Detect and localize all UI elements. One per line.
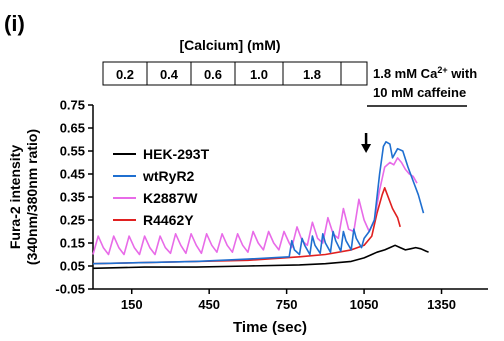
y-tick-label: 0.55 — [60, 144, 85, 159]
y-axis-label-line1: Fura-2 intensity — [7, 145, 23, 249]
legend-label: wtRyR2 — [142, 168, 195, 184]
y-tick-label: 0.35 — [60, 190, 85, 205]
y-tick-label: 0.25 — [60, 213, 85, 228]
caffeine-label-post: with — [448, 66, 478, 81]
calcium-box-label: 1.8 — [303, 67, 321, 82]
x-tick-label: 450 — [198, 297, 220, 312]
x-axis-ticks: 150 450 750 1050 1350 — [121, 289, 456, 312]
series-layer — [92, 141, 429, 270]
caffeine-label-line1: 1.8 mM Ca2+ with — [373, 65, 477, 81]
caffeine-label-sup: 2+ — [437, 65, 447, 75]
legend-label: HEK-293T — [143, 146, 210, 162]
calcium-box-label: 0.4 — [160, 67, 179, 82]
calcium-box-label: 0.6 — [204, 67, 222, 82]
x-tick-label: 1350 — [427, 297, 456, 312]
series-line-hek-293t — [92, 244, 429, 270]
calcium-header: [Calcium] (mM) — [179, 37, 280, 53]
y-axis-ticks: -0.05 0.05 0.15 0.25 0.35 0.45 0.55 0.65 0.75 — [55, 98, 93, 297]
calcium-boxes: 0.2 0.4 0.6 1.0 1.8 — [116, 62, 342, 85]
x-axis-label: Time (sec) — [233, 319, 307, 336]
y-axis-label-line2: (340nm/380nm ratio) — [24, 129, 40, 265]
y-tick-label: 0.45 — [60, 167, 85, 182]
x-tick-label: 750 — [276, 297, 298, 312]
y-tick-label: 0.65 — [60, 121, 85, 136]
legend-label: K2887W — [143, 190, 198, 206]
y-tick-label: 0.15 — [60, 236, 85, 251]
calcium-box-label: 0.2 — [116, 67, 134, 82]
x-tick-label: 1050 — [350, 297, 379, 312]
y-tick-label: 0.75 — [60, 98, 85, 113]
x-tick-label: 150 — [121, 297, 143, 312]
calcium-box-label: 1.0 — [250, 67, 268, 82]
legend: HEK-293T wtRyR2 K2887W R4462Y — [113, 146, 210, 228]
y-tick-label: 0.05 — [60, 259, 85, 274]
y-tick-label: -0.05 — [55, 282, 85, 297]
caffeine-label-line2: 10 mM caffeine — [373, 85, 466, 100]
legend-label: R4462Y — [143, 212, 194, 228]
panel-label: (i) — [4, 11, 25, 36]
caffeine-arrow-icon — [361, 133, 372, 153]
caffeine-label-pre: 1.8 mM Ca — [373, 66, 438, 81]
series-line-wtryr2 — [92, 141, 425, 265]
